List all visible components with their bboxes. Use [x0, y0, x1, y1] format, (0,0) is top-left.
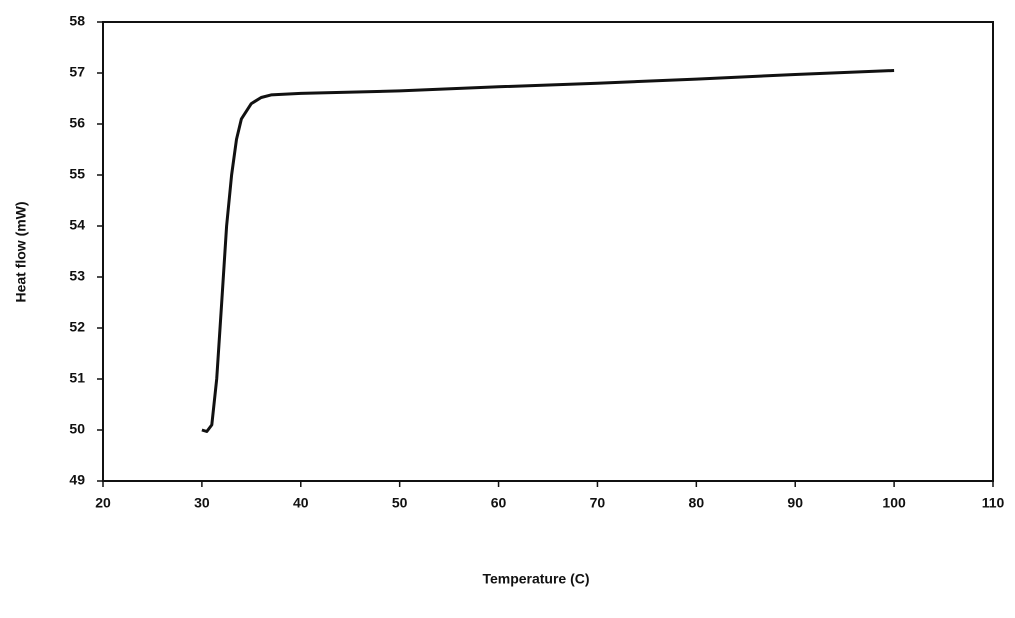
x-tick-label: 20 [95, 495, 111, 511]
x-axis-title: Temperature (C) [482, 571, 589, 587]
y-tick-label: 49 [69, 472, 85, 488]
x-tick-label: 80 [689, 495, 705, 511]
x-tick-label: 50 [392, 495, 408, 511]
y-tick-label: 52 [69, 319, 85, 335]
x-tick-label: 110 [982, 495, 1005, 511]
y-tick-label: 53 [69, 268, 85, 284]
x-tick-label: 90 [787, 495, 803, 511]
y-tick-label: 57 [69, 64, 85, 80]
y-tick-label: 51 [69, 370, 85, 386]
y-axis-title: Heat flow (mW) [13, 201, 29, 302]
x-tick-label: 30 [194, 495, 210, 511]
y-tick-label: 55 [69, 166, 85, 182]
x-tick-label: 70 [590, 495, 606, 511]
y-tick-label: 50 [69, 421, 85, 437]
y-tick-label: 58 [69, 13, 85, 29]
plot-frame [102, 21, 994, 482]
x-tick-label: 60 [491, 495, 507, 511]
data-line [201, 69, 895, 433]
y-tick-label: 56 [69, 115, 85, 131]
x-tick-label: 100 [882, 495, 906, 511]
x-tick-label: 40 [293, 495, 309, 511]
y-tick-label: 54 [69, 217, 85, 233]
